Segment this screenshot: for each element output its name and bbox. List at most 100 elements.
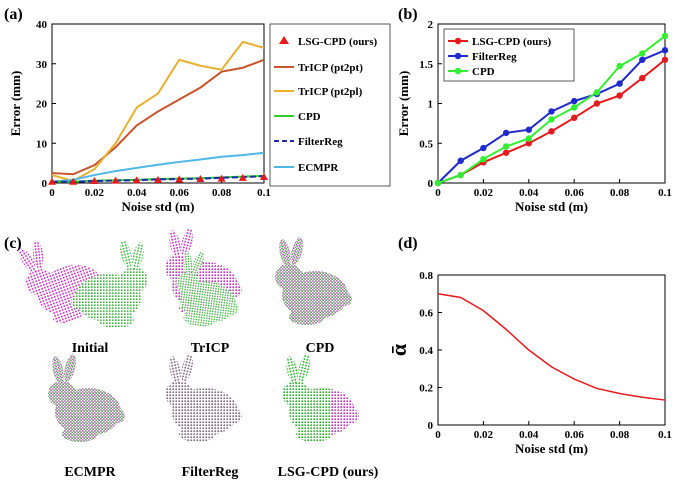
chart-a-plot-frame (52, 24, 264, 183)
chart-a-ytick-label: 0 (42, 178, 48, 190)
chart-b-series-filterreg-point (662, 47, 668, 53)
chart-a-xtick-label: 0.04 (127, 187, 147, 199)
chart-d-xlabel: Noise std (m) (515, 441, 588, 456)
chart-a-series-tricp-pt2pt-line (52, 60, 264, 174)
chart-a-xtick-label: 0 (49, 187, 55, 199)
chart-a-ytick-label: 20 (36, 99, 48, 111)
chart-a-xtick-label: 0.06 (170, 187, 190, 199)
panel-c: Initial TrICP CPD ECMPR FilterReg LSG-CP… (12, 222, 378, 480)
chart-b-series-cpd-point (435, 180, 441, 186)
chart-a-xlabel: Noise std (m) (122, 199, 195, 214)
chart-a-xtick-label: 0.08 (212, 187, 232, 199)
chart-d-plot-frame (438, 275, 665, 425)
chart-d: 0 0.02 0.04 0.06 0.08 0.1 0 0.2 0.4 0.6 0.8 Noise s… (386, 270, 672, 456)
chart-b-xtick-label: 0 (435, 187, 441, 199)
chart-b-xtick-label: 0.02 (474, 187, 494, 199)
legend-a-ecmpr-label: ECMPR (298, 162, 339, 174)
chart-b-series-cpd-point (503, 143, 509, 149)
caption-cpd: CPD (306, 341, 335, 356)
chart-b-ylabel: Error (mm) (396, 71, 411, 137)
chart-b-xlabel: Noise std (m) (515, 199, 588, 214)
chart-b-series-lsg-cpd-ours-point (571, 115, 577, 121)
chart-b-xtick-label: 0.1 (658, 187, 672, 199)
chart-a-xtick-label: 0.02 (85, 187, 105, 199)
panel-label-b: (b) (398, 6, 418, 23)
legend-a-lsg-cpd-ours-label: LSG-CPD (ours) (298, 36, 377, 48)
chart-b-series-filterreg-point (639, 57, 645, 63)
legend-b-filterreg-label: FilterReg (472, 51, 517, 63)
chart-b-ytick-label: 2 (428, 19, 434, 31)
bunny-ecmpr (48, 353, 125, 442)
chart-b-series-filterreg-point (571, 98, 577, 104)
chart-b-series-cpd-point (662, 33, 668, 39)
chart-a-xtick-label: 0.1 (257, 187, 271, 199)
legend-a-tricp-pt2pt-label: TrICP (pt2pt) (298, 62, 363, 74)
chart-b-series-cpd-point (594, 89, 600, 95)
bunny-cpd (275, 236, 352, 325)
chart-b-series-lsg-cpd-ours-point (639, 75, 645, 81)
chart-b-series-cpd-point (616, 63, 622, 69)
legend-b: LSG-CPD (ours) FilterReg CPD (444, 29, 574, 81)
chart-d-xtick-label: 0.06 (565, 429, 585, 441)
chart-b-series-cpd-point (526, 135, 532, 141)
chart-b-series-lsg-cpd-ours-point (594, 100, 600, 106)
bunny-filterreg-overlay (165, 353, 242, 442)
legend-a-filterreg-label: FilterReg (298, 136, 343, 148)
chart-d-ytick-label: 0.8 (419, 270, 433, 282)
caption-initial: Initial (72, 341, 109, 356)
chart-b-xtick-label: 0.08 (610, 187, 630, 199)
chart-d-ylabel: ᾱ (386, 343, 411, 356)
chart-d-series-0-line (438, 294, 665, 400)
caption-lsgcpd: LSG-CPD (ours) (278, 465, 379, 480)
chart-b-series-lsg-cpd-ours-point (662, 57, 668, 63)
chart-a-ytick-label: 40 (36, 19, 48, 31)
caption-tricp: TrICP (191, 341, 230, 356)
panel-label-d: (d) (398, 235, 418, 252)
legend-b-cpd-label: CPD (472, 66, 495, 78)
chart-b-series-cpd-point (639, 50, 645, 56)
chart-d-xtick-label: 0.02 (474, 429, 494, 441)
legend-b-filterreg-swatch-marker (455, 53, 461, 59)
panel-label-a: (a) (4, 6, 23, 23)
caption-ecmpr: ECMPR (64, 465, 116, 480)
chart-b-series-filterreg-point (458, 158, 464, 164)
chart-d-xtick-label: 0 (435, 429, 441, 441)
chart-b-xtick-label: 0.04 (519, 187, 539, 199)
legend-b-cpd-swatch-marker (455, 68, 461, 74)
chart-a: 0 0.02 0.04 0.06 0.08 0.1 0 10 20 30 40 Noise std (… (8, 19, 271, 214)
chart-b-series-filterreg-point (526, 127, 532, 133)
chart-d-xtick-label: 0.04 (519, 429, 539, 441)
legend-a-cpd-label: CPD (298, 111, 321, 123)
chart-a-ylabel: Error (mm) (8, 71, 23, 137)
chart-b-series-filterreg-point (480, 145, 486, 151)
chart-b-series-cpd-point (548, 116, 554, 122)
chart-b-xtick-label: 0.06 (565, 187, 585, 199)
chart-d-ytick-label: 0.4 (419, 345, 433, 357)
chart-a-ytick-label: 10 (36, 138, 48, 150)
legend-a: LSG-CPD (ours) TrICP (pt2pt) TrICP (pt2pl)… (270, 24, 390, 186)
chart-b-series-cpd-point (458, 172, 464, 178)
legend-a-tricp-pt2pl-label: TrICP (pt2pl) (298, 86, 363, 98)
figure: (a) (b) (c) (d) 0 0.02 0.04 0.06 0.08 0.10102… (0, 0, 677, 489)
chart-b-series-lsg-cpd-ours-point (503, 150, 509, 156)
chart-b-series-lsg-cpd-ours-point (548, 128, 554, 134)
chart-b-series-cpd-point (571, 104, 577, 110)
panel-label-c: (c) (4, 235, 22, 252)
chart-b-series-filterreg-point (616, 80, 622, 86)
chart-b-series-cpd-point (480, 156, 486, 162)
legend-b-lsg-cpd-ours-swatch-marker (455, 38, 461, 44)
chart-b-series-filterreg-point (548, 108, 554, 114)
chart-d-xtick-label: 0.08 (610, 429, 630, 441)
caption-filterreg: FilterReg (182, 465, 239, 480)
chart-d-ytick-label: 0.6 (419, 308, 433, 320)
legend-b-lsg-cpd-ours-label: LSG-CPD (ours) (472, 36, 551, 48)
chart-d-ytick-label: 0.2 (419, 383, 433, 395)
chart-b-ytick-label: 0 (428, 178, 434, 190)
chart-b-series-filterreg-point (503, 130, 509, 136)
chart-b-ytick-label: 0.5 (419, 138, 433, 150)
chart-a-ytick-label: 30 (36, 59, 48, 71)
chart-d-ytick-label: 0 (428, 420, 434, 432)
chart-d-xtick-label: 0.1 (658, 429, 672, 441)
chart-b-series-lsg-cpd-ours-point (616, 92, 622, 98)
chart-b-ytick-label: 1 (428, 99, 434, 111)
